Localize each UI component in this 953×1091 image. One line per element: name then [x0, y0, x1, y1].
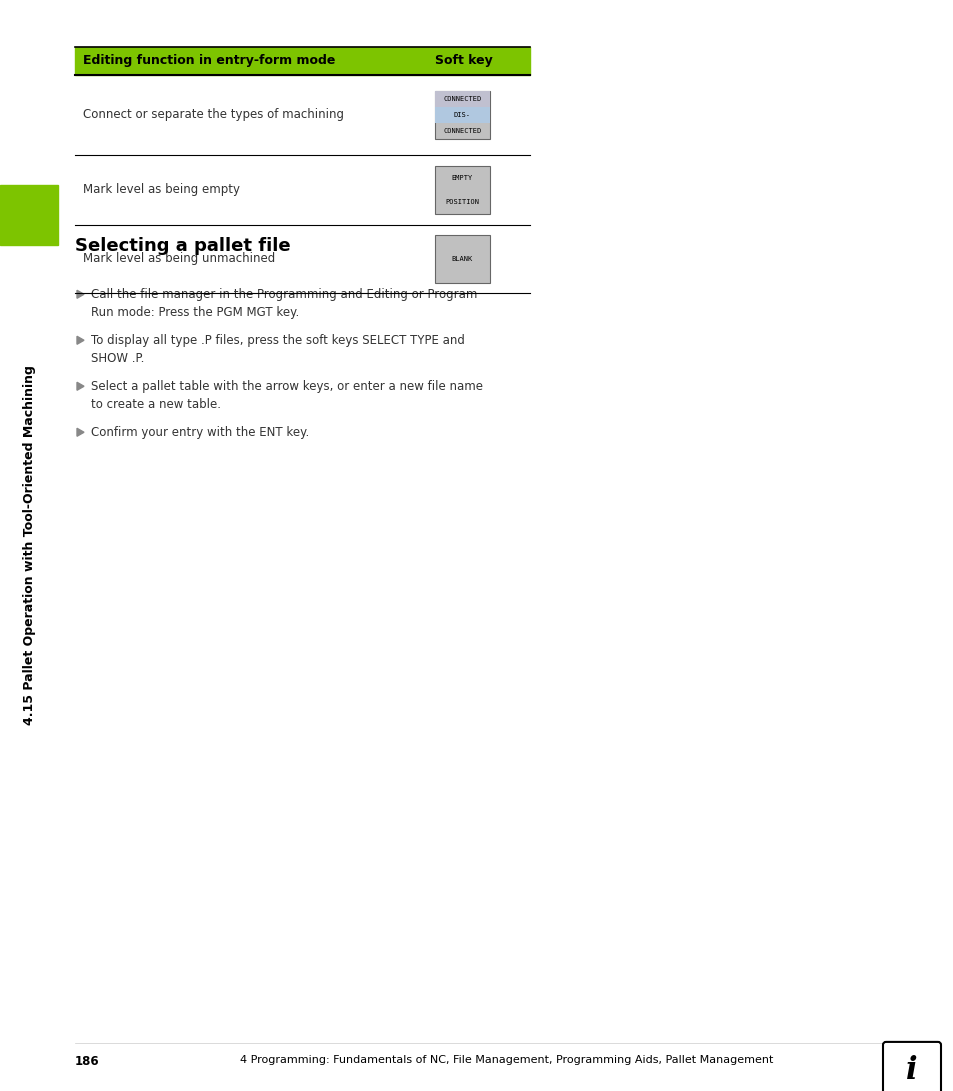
Text: 4.15 Pallet Operation with Tool-Oriented Machining: 4.15 Pallet Operation with Tool-Oriented…: [23, 365, 35, 726]
Bar: [435, 107, 490, 123]
Text: Editing function in entry-form mode: Editing function in entry-form mode: [83, 55, 335, 68]
Text: CONNECTED: CONNECTED: [443, 96, 481, 101]
Text: POSITION: POSITION: [445, 199, 479, 205]
Text: EMPTY: EMPTY: [452, 175, 473, 181]
Text: Selecting a pallet file: Selecting a pallet file: [75, 237, 291, 255]
Polygon shape: [77, 382, 84, 391]
Text: CONNECTED: CONNECTED: [443, 128, 481, 134]
Text: 186: 186: [75, 1055, 99, 1068]
Text: To display all type .P files, press the soft keys SELECT TYPE and: To display all type .P files, press the …: [91, 334, 464, 347]
Text: Confirm your entry with the ENT key.: Confirm your entry with the ENT key.: [91, 425, 309, 439]
Text: Call the file manager in the Programming and Editing or Program: Call the file manager in the Programming…: [91, 288, 476, 301]
Bar: [435, 91, 490, 107]
Text: Mark level as being unmachined: Mark level as being unmachined: [83, 252, 275, 265]
Text: i: i: [905, 1055, 917, 1087]
Text: Run mode: Press the PGM MGT key.: Run mode: Press the PGM MGT key.: [91, 305, 299, 319]
Text: DIS-: DIS-: [454, 112, 471, 118]
Text: Mark level as being empty: Mark level as being empty: [83, 183, 240, 196]
Polygon shape: [77, 336, 84, 345]
Bar: [435, 235, 490, 283]
Text: Select a pallet table with the arrow keys, or enter a new file name: Select a pallet table with the arrow key…: [91, 380, 482, 393]
Text: BLANK: BLANK: [452, 256, 473, 262]
Bar: [435, 91, 490, 139]
FancyBboxPatch shape: [882, 1042, 940, 1091]
Text: 4 Programming: Fundamentals of NC, File Management, Programming Aids, Pallet Man: 4 Programming: Fundamentals of NC, File …: [240, 1055, 773, 1065]
Text: Soft key: Soft key: [435, 55, 493, 68]
Bar: [75, 47, 530, 75]
Polygon shape: [77, 290, 84, 298]
Text: to create a new table.: to create a new table.: [91, 398, 221, 411]
Bar: [0, 185, 58, 245]
Bar: [435, 166, 490, 214]
Polygon shape: [77, 429, 84, 436]
Text: Connect or separate the types of machining: Connect or separate the types of machini…: [83, 108, 344, 121]
Text: SHOW .P.: SHOW .P.: [91, 352, 144, 365]
